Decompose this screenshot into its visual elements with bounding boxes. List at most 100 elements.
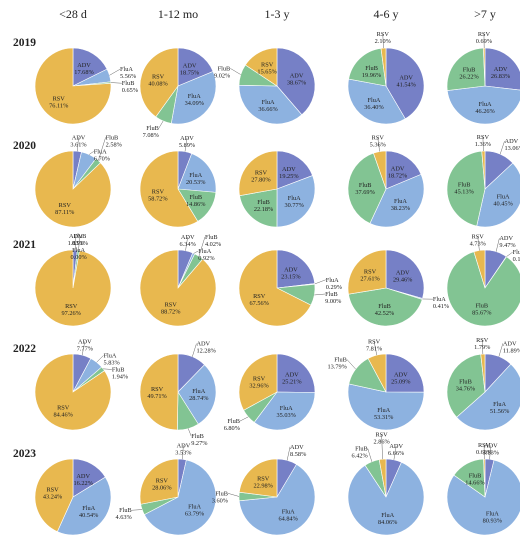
leader-line-rsv <box>382 34 384 49</box>
slice-category: RSV <box>53 95 66 102</box>
slice-category: ADV <box>284 266 298 273</box>
slice-category: RSV <box>151 386 164 393</box>
slice-value: 12.28% <box>196 348 216 355</box>
row-header-2019: 2019 <box>13 37 36 49</box>
slice-adv <box>177 47 214 87</box>
slice-category: RSV <box>57 404 70 411</box>
slice-label-adv: ADV 23.15% <box>281 266 301 280</box>
slice-rsv <box>238 249 312 327</box>
slice-category: FluA <box>198 248 211 255</box>
slice-category: FluA <box>189 172 202 179</box>
slice-value: 0.60% <box>476 449 493 456</box>
slice-rsv <box>139 47 179 118</box>
slice-adv <box>276 150 313 190</box>
slice-flua <box>476 162 520 228</box>
slice-label-rsv: RSV 0.60% <box>476 442 493 456</box>
slice-rsv <box>34 249 112 327</box>
leader-line-flua <box>109 68 121 76</box>
slice-value: 14.86% <box>186 201 206 208</box>
slice-category: FluB <box>458 182 471 189</box>
slice-category: ADV <box>76 473 90 480</box>
pie-2023-7-y: ADV 3.83% FluA 80.93% FluB 14.66% RSV 0.60% <box>446 442 520 536</box>
slice-category: FluB <box>463 66 476 73</box>
slice-label-flua: FluA 0.92% <box>198 248 215 262</box>
slice-flua <box>347 383 425 431</box>
slice-label-flub: FluB 34.76% <box>456 379 476 393</box>
leader-line-rsv <box>477 236 480 251</box>
slice-value: 25.09% <box>391 378 411 385</box>
leader-line-adv <box>181 445 184 460</box>
slice-category: FluB <box>365 65 378 72</box>
slice-value: 84.46% <box>53 411 73 418</box>
slice-label-flub: FluB 37.69% <box>355 182 375 196</box>
slice-label-flub: FluB 1.94% <box>112 366 129 380</box>
slice-label-flua: FluA 5.83% <box>103 352 120 366</box>
slice-category: FluA <box>188 93 201 100</box>
slice-rsv <box>373 150 387 190</box>
column-header-4-6-y: 4-6 y <box>374 7 399 21</box>
slice-value: 3.61% <box>70 141 87 148</box>
leader-line-flub <box>78 236 81 251</box>
slice-category: FluB <box>215 490 228 497</box>
slice-rsv <box>238 353 278 411</box>
slice-category: FluB <box>476 303 489 310</box>
slice-label-flua: FluA 20.53% <box>186 172 206 186</box>
leader-line-flub <box>314 293 326 296</box>
slice-value: 28.74% <box>189 395 209 402</box>
slice-category: FluA <box>282 509 295 516</box>
slice-adv <box>385 150 422 190</box>
pie-2023-1-12-mo: ADV 3.53% FluA 63.79% FluB 4.63% RSV 28.06% <box>115 442 217 536</box>
slice-value: 88.72% <box>161 309 181 316</box>
slice-rsv <box>34 47 112 125</box>
slice-label-rsv: RSV 7.81% <box>366 338 383 352</box>
slice-label-flua: FluA 40.54% <box>79 505 99 519</box>
slice-flub <box>348 47 387 87</box>
slice-category: FluB <box>106 134 119 141</box>
slice-value: 3.60% <box>212 497 229 504</box>
slice-category: FluA <box>82 505 95 512</box>
slice-label-flua: FluA 28.74% <box>189 388 209 402</box>
slice-category: ADV <box>499 235 513 242</box>
slice-value: 2.10% <box>375 38 392 45</box>
slice-value: 80.93% <box>483 518 503 525</box>
slice-rsv <box>139 249 217 327</box>
slice-category: ADV <box>290 73 304 80</box>
leader-line-rsv <box>377 137 380 152</box>
slice-label-adv: ADV 3.61% <box>70 134 87 148</box>
slice-category: FluB <box>325 291 338 298</box>
slice-label-flua: FluA 0.41% <box>433 296 450 310</box>
slice-value: 22.98% <box>253 482 273 489</box>
slice-value: 40.45% <box>493 200 513 207</box>
column-header-1-3-y: 1-3 y <box>265 7 290 21</box>
slice-category: RSV <box>156 478 169 485</box>
slice-value: 25.21% <box>282 378 302 385</box>
slice-label-flua: FluA 36.66% <box>258 99 278 113</box>
slice-label-flua: FluA 53.31% <box>374 407 394 421</box>
slice-value: 87.11% <box>55 209 75 216</box>
slice-category: RSV <box>476 337 489 344</box>
slice-category: RSV <box>255 170 268 177</box>
slice-label-rsv: RSV 87.11% <box>55 202 75 216</box>
slice-category: FluB <box>191 433 204 440</box>
slice-label-flub: FluB 4.02% <box>205 234 222 248</box>
slice-category: RSV <box>377 31 390 38</box>
slice-value: 14.66% <box>465 480 485 487</box>
slice-category: RSV <box>253 293 266 300</box>
row-header-2020: 2020 <box>13 140 36 152</box>
slice-rsv <box>473 249 486 289</box>
slice-category: ADV <box>77 62 91 69</box>
slice-adv <box>385 353 425 393</box>
slice-category: FluA <box>288 195 301 202</box>
slice-flua <box>56 476 112 536</box>
slice-value: 85.67% <box>472 310 492 317</box>
slice-category: FluB <box>459 379 472 386</box>
pie-2020-28-d: ADV 3.61%FluA 6.70%FluB 2.58%RSV 87.11% <box>34 134 123 228</box>
leader-line-adv <box>489 445 492 460</box>
slice-value: 67.56% <box>249 300 269 307</box>
leader-line-flub <box>346 359 356 370</box>
slice-label-flua: FluA 80.93% <box>483 511 503 525</box>
slice-category: ADV <box>503 340 517 347</box>
slice-value: 26.22% <box>459 73 479 80</box>
